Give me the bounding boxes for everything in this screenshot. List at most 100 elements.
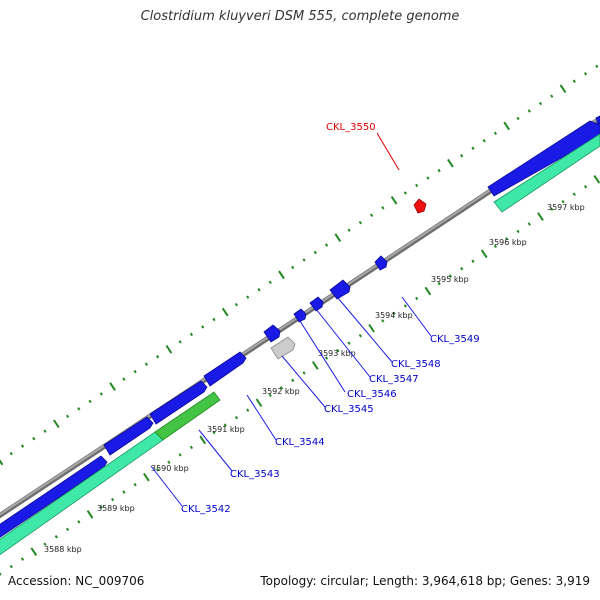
topology-text: Topology: circular; Length: 3,964,618 bp…: [260, 574, 590, 588]
gene-label-3549[interactable]: CKL_3549: [430, 334, 480, 345]
minor-tick: [178, 340, 182, 344]
minor-tick: [460, 266, 464, 271]
gene-label-3544[interactable]: CKL_3544: [275, 437, 325, 448]
cds-block[interactable]: [203, 351, 247, 387]
cds-small-3546[interactable]: [293, 308, 307, 323]
kbp-label: 3590 kbp: [151, 464, 189, 473]
pseudo-gene-3545[interactable]: [270, 336, 296, 360]
minor-tick: [302, 258, 306, 262]
minor-tick: [561, 199, 565, 204]
gene-label-3543[interactable]: CKL_3543: [230, 469, 280, 480]
leader-line-3546: [299, 320, 346, 393]
major-tick: [424, 286, 432, 296]
cds-block[interactable]: [0, 455, 108, 540]
minor-tick: [201, 325, 205, 329]
minor-tick: [156, 355, 160, 359]
leader-line-3545: [281, 355, 326, 408]
minor-tick: [392, 311, 396, 316]
minor-tick: [77, 407, 81, 411]
minor-tick: [538, 101, 543, 106]
minor-tick: [505, 237, 509, 241]
minor-tick: [122, 377, 126, 381]
cds-small-3548[interactable]: [329, 279, 351, 300]
leader-line-3544: [246, 394, 277, 441]
outer-tick-row: [0, 64, 599, 466]
major-tick: [199, 435, 207, 445]
minor-tick: [20, 557, 25, 561]
minor-tick: [122, 490, 126, 494]
minor-tick: [381, 319, 385, 323]
minor-tick: [415, 183, 419, 188]
leader-line-3542: [150, 465, 183, 507]
minor-tick: [43, 429, 47, 433]
minor-tick: [324, 243, 329, 247]
minor-tick: [493, 131, 498, 136]
gene-label-3545[interactable]: CKL_3545: [324, 404, 374, 415]
minor-tick: [583, 185, 588, 189]
minor-tick: [88, 399, 92, 404]
minor-tick: [291, 378, 295, 383]
minor-tick: [324, 356, 329, 360]
minor-tick: [381, 206, 385, 210]
minor-tick: [527, 109, 531, 113]
gene-label-3548[interactable]: CKL_3548: [391, 359, 441, 370]
gene-label-3550[interactable]: CKL_3550: [326, 122, 376, 133]
kbp-label: 3596 kbp: [489, 238, 527, 247]
minor-tick: [99, 392, 103, 396]
minor-tick: [313, 250, 317, 255]
cds-small-3549[interactable]: [374, 255, 388, 271]
cds-small-3547[interactable]: [309, 296, 324, 312]
minor-tick: [527, 222, 531, 226]
minor-tick: [246, 295, 250, 299]
kbp-label: 3588 kbp: [44, 545, 82, 554]
minor-tick: [572, 79, 576, 83]
genome-map[interactable]: 3588 kbp 3589 kbp 3590 kbp 3591 kbp 3592…: [0, 0, 600, 580]
teal-block[interactable]: [493, 133, 600, 213]
minor-tick: [550, 94, 554, 98]
map-title: Clostridium kluyveri DSM 555, complete g…: [140, 9, 460, 24]
gene-label-3547[interactable]: CKL_3547: [369, 374, 419, 385]
leader-line-3550: [376, 132, 400, 171]
minor-tick: [9, 564, 13, 569]
minor-tick: [189, 332, 194, 337]
minor-tick: [347, 341, 351, 345]
major-tick: [311, 361, 319, 370]
minor-tick: [415, 296, 419, 301]
minor-tick: [65, 414, 70, 419]
minor-tick: [0, 572, 2, 576]
scale-labels: 3588 kbp 3589 kbp 3590 kbp 3591 kbp 3592…: [44, 203, 585, 554]
minor-tick: [482, 139, 486, 143]
major-tick: [593, 175, 600, 184]
minor-tick: [156, 468, 160, 472]
major-tick: [221, 307, 229, 317]
target-gene-3550[interactable]: [413, 198, 427, 214]
major-tick: [559, 84, 567, 93]
minor-tick: [43, 542, 47, 546]
teal-block[interactable]: [0, 431, 164, 556]
green-highlight-block[interactable]: [154, 391, 221, 441]
leader-line-3548: [337, 297, 393, 363]
gene-label-3542[interactable]: CKL_3542: [181, 504, 231, 515]
cds-block[interactable]: [103, 416, 154, 456]
major-tick: [52, 419, 60, 429]
minor-tick: [133, 369, 137, 374]
major-tick: [368, 323, 375, 333]
cds-block[interactable]: [149, 380, 208, 425]
major-tick: [334, 233, 342, 242]
minor-tick: [268, 393, 272, 398]
minor-tick: [178, 453, 182, 457]
cds-small-3544[interactable]: [263, 324, 281, 343]
minor-tick: [471, 146, 475, 150]
kbp-label: 3591 kbp: [207, 425, 245, 434]
minor-tick: [212, 430, 216, 435]
minor-tick: [437, 281, 441, 286]
minor-tick: [144, 362, 149, 366]
kbp-label: 3592 kbp: [262, 387, 300, 396]
minor-tick: [99, 505, 103, 509]
gene-label-3546[interactable]: CKL_3546: [347, 389, 397, 400]
major-tick: [537, 212, 544, 221]
cds-block[interactable]: [487, 120, 600, 197]
minor-tick: [369, 213, 374, 217]
major-tick: [255, 398, 263, 408]
cds-block[interactable]: [595, 115, 600, 125]
